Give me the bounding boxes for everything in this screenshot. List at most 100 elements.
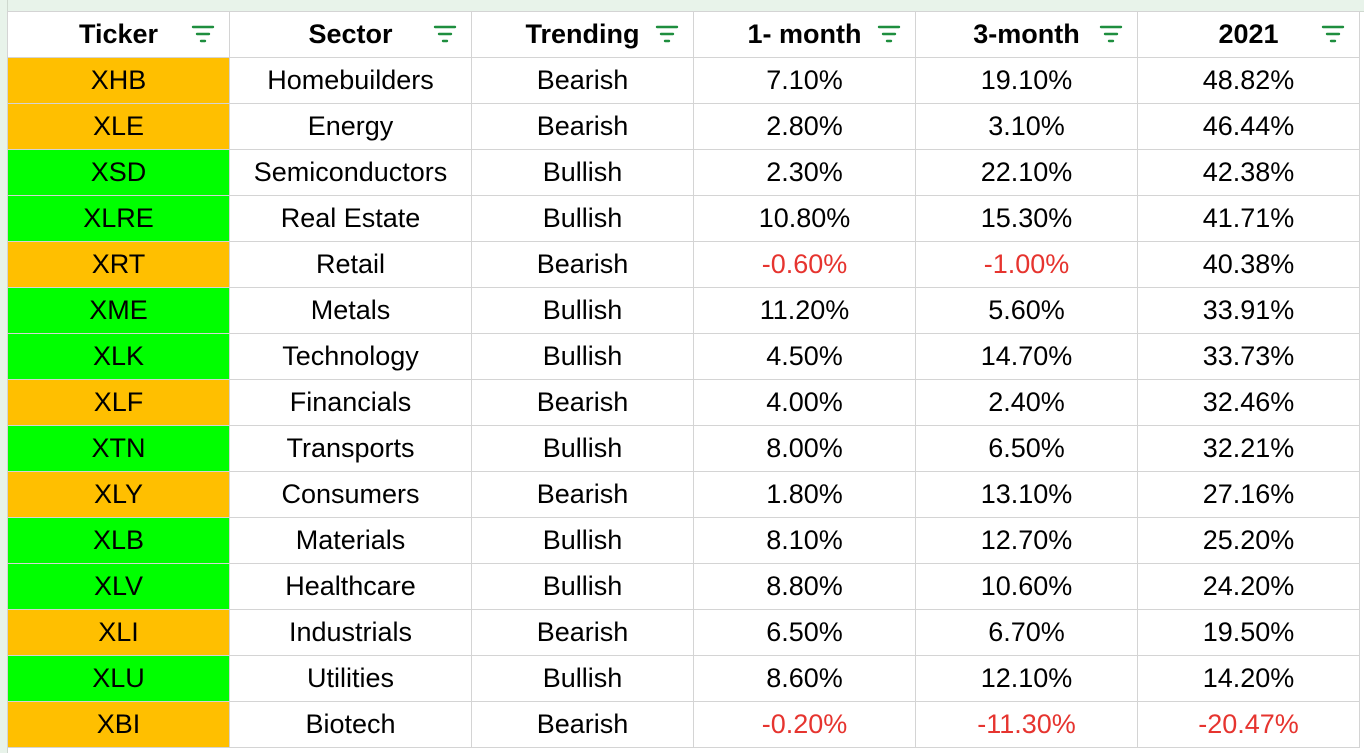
ticker-cell[interactable]: XLV (7, 563, 230, 610)
three-month-cell[interactable]: 15.30% (915, 195, 1138, 242)
sector-cell[interactable]: Materials (229, 517, 472, 564)
ticker-cell[interactable]: XME (7, 287, 230, 334)
one-month-cell[interactable]: 8.10% (693, 517, 916, 564)
ticker-cell[interactable]: XSD (7, 149, 230, 196)
ticker-cell[interactable]: XLRE (7, 195, 230, 242)
three-month-cell[interactable]: 13.10% (915, 471, 1138, 518)
year-2021-cell[interactable]: -20.47% (1137, 701, 1360, 748)
ticker-cell[interactable]: XLI (7, 609, 230, 656)
ticker-cell[interactable]: XLB (7, 517, 230, 564)
year-2021-cell[interactable]: 42.38% (1137, 149, 1360, 196)
sector-cell[interactable]: Healthcare (229, 563, 472, 610)
year-2021-cell[interactable]: 46.44% (1137, 103, 1360, 150)
three-month-cell[interactable]: -1.00% (915, 241, 1138, 288)
ticker-cell[interactable]: XLF (7, 379, 230, 426)
three-month-cell[interactable]: 6.70% (915, 609, 1138, 656)
sector-cell[interactable]: Consumers (229, 471, 472, 518)
sector-cell[interactable]: Semiconductors (229, 149, 472, 196)
year-2021-cell[interactable]: 14.20% (1137, 655, 1360, 702)
trending-cell[interactable]: Bearish (471, 379, 694, 426)
three-month-cell[interactable]: 19.10% (915, 57, 1138, 104)
sector-cell[interactable]: Homebuilders (229, 57, 472, 104)
three-month-cell[interactable]: 3.10% (915, 103, 1138, 150)
year-2021-cell[interactable]: 24.20% (1137, 563, 1360, 610)
one-month-cell[interactable]: 4.00% (693, 379, 916, 426)
trending-cell[interactable]: Bearish (471, 241, 694, 288)
one-month-cell[interactable]: -0.60% (693, 241, 916, 288)
trending-cell[interactable]: Bullish (471, 333, 694, 380)
trending-cell[interactable]: Bullish (471, 149, 694, 196)
filter-icon[interactable] (877, 25, 901, 43)
ticker-cell[interactable]: XLE (7, 103, 230, 150)
sector-cell[interactable]: Financials (229, 379, 472, 426)
year-2021-cell[interactable]: 33.73% (1137, 333, 1360, 380)
three-month-cell[interactable]: 6.50% (915, 425, 1138, 472)
year-2021-cell[interactable]: 27.16% (1137, 471, 1360, 518)
trending-cell[interactable]: Bearish (471, 701, 694, 748)
three-month-cell[interactable]: 5.60% (915, 287, 1138, 334)
one-month-cell[interactable]: 4.50% (693, 333, 916, 380)
sector-cell[interactable]: Utilities (229, 655, 472, 702)
trending-cell[interactable]: Bullish (471, 287, 694, 334)
header-trending[interactable]: Trending (471, 11, 694, 58)
one-month-cell[interactable]: -0.20% (693, 701, 916, 748)
filter-icon[interactable] (433, 25, 457, 43)
ticker-cell[interactable]: XHB (7, 57, 230, 104)
header-sector[interactable]: Sector (229, 11, 472, 58)
one-month-cell[interactable]: 10.80% (693, 195, 916, 242)
one-month-cell[interactable]: 8.80% (693, 563, 916, 610)
header-2021[interactable]: 2021 (1137, 11, 1360, 58)
one-month-cell[interactable]: 8.60% (693, 655, 916, 702)
one-month-cell[interactable]: 11.20% (693, 287, 916, 334)
ticker-cell[interactable]: XLY (7, 471, 230, 518)
sector-cell[interactable]: Biotech (229, 701, 472, 748)
three-month-cell[interactable]: 14.70% (915, 333, 1138, 380)
three-month-cell[interactable]: 2.40% (915, 379, 1138, 426)
sector-cell[interactable]: Metals (229, 287, 472, 334)
sector-cell[interactable]: Transports (229, 425, 472, 472)
three-month-cell[interactable]: 22.10% (915, 149, 1138, 196)
ticker-cell[interactable]: XRT (7, 241, 230, 288)
year-2021-cell[interactable]: 25.20% (1137, 517, 1360, 564)
header-1-month[interactable]: 1- month (693, 11, 916, 58)
trending-cell[interactable]: Bullish (471, 195, 694, 242)
ticker-cell[interactable]: XLU (7, 655, 230, 702)
one-month-cell[interactable]: 1.80% (693, 471, 916, 518)
year-2021-cell[interactable]: 48.82% (1137, 57, 1360, 104)
one-month-cell[interactable]: 2.80% (693, 103, 916, 150)
year-2021-cell[interactable]: 40.38% (1137, 241, 1360, 288)
sector-cell[interactable]: Technology (229, 333, 472, 380)
sector-cell[interactable]: Industrials (229, 609, 472, 656)
ticker-cell[interactable]: XLK (7, 333, 230, 380)
filter-icon[interactable] (655, 25, 679, 43)
filter-icon[interactable] (1099, 25, 1123, 43)
sector-cell[interactable]: Energy (229, 103, 472, 150)
three-month-cell[interactable]: 12.70% (915, 517, 1138, 564)
one-month-cell[interactable]: 8.00% (693, 425, 916, 472)
trending-cell[interactable]: Bullish (471, 563, 694, 610)
three-month-cell[interactable]: -11.30% (915, 701, 1138, 748)
filter-icon[interactable] (191, 25, 215, 43)
filter-icon[interactable] (1321, 25, 1345, 43)
trending-cell[interactable]: Bearish (471, 57, 694, 104)
year-2021-cell[interactable]: 32.46% (1137, 379, 1360, 426)
one-month-cell[interactable]: 2.30% (693, 149, 916, 196)
trending-cell[interactable]: Bearish (471, 609, 694, 656)
trending-cell[interactable]: Bullish (471, 655, 694, 702)
trending-cell[interactable]: Bullish (471, 425, 694, 472)
three-month-cell[interactable]: 12.10% (915, 655, 1138, 702)
trending-cell[interactable]: Bearish (471, 471, 694, 518)
one-month-cell[interactable]: 6.50% (693, 609, 916, 656)
sector-cell[interactable]: Real Estate (229, 195, 472, 242)
year-2021-cell[interactable]: 19.50% (1137, 609, 1360, 656)
year-2021-cell[interactable]: 32.21% (1137, 425, 1360, 472)
three-month-cell[interactable]: 10.60% (915, 563, 1138, 610)
header-3-month[interactable]: 3-month (915, 11, 1138, 58)
header-ticker[interactable]: Ticker (7, 11, 230, 58)
ticker-cell[interactable]: XBI (7, 701, 230, 748)
year-2021-cell[interactable]: 41.71% (1137, 195, 1360, 242)
year-2021-cell[interactable]: 33.91% (1137, 287, 1360, 334)
trending-cell[interactable]: Bullish (471, 517, 694, 564)
sector-cell[interactable]: Retail (229, 241, 472, 288)
ticker-cell[interactable]: XTN (7, 425, 230, 472)
